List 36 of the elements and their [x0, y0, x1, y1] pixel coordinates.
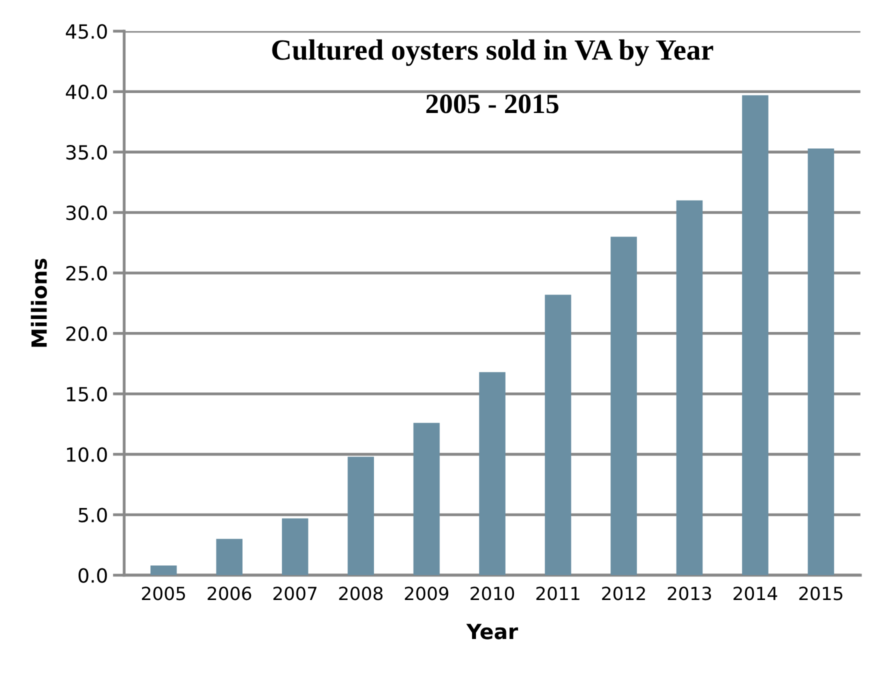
y-axis-title: Millions	[30, 258, 47, 347]
bar	[348, 456, 374, 576]
y-tick-label: 10.0	[67, 447, 107, 462]
x-tick-label: 2011	[536, 586, 580, 600]
text: 2005 - 2015	[426, 94, 558, 114]
y-tick-label: 15.0	[67, 386, 107, 402]
bar	[676, 200, 703, 576]
x-axis-title: Year	[466, 624, 518, 640]
y-tick-label: 40.0	[66, 84, 107, 100]
chart-title: Cultured oysters sold in VA by Year	[272, 39, 714, 66]
bar	[216, 538, 242, 576]
y-tick-label: 25.0	[66, 266, 107, 281]
bar	[479, 372, 506, 576]
x-tick-label: 2012	[602, 586, 645, 600]
x-tick-label: 2007	[273, 586, 317, 600]
x-tick-label: 2008	[339, 586, 383, 600]
bar	[808, 148, 834, 576]
bar	[282, 518, 308, 576]
bar	[610, 236, 637, 576]
x-tick-label: 2014	[734, 586, 778, 600]
y-tick-label: 5.0	[78, 508, 107, 522]
bar	[742, 95, 768, 576]
y-tick-label: 30.0	[66, 205, 107, 220]
bar	[544, 294, 572, 576]
x-tick-label: 2005	[142, 586, 186, 600]
bar	[150, 566, 177, 576]
bar	[413, 422, 440, 576]
x-tick-label: 2006	[208, 586, 252, 600]
x-tick-label: 2009	[404, 586, 448, 600]
x-tick-label: 2015	[799, 586, 842, 600]
y-tick-label: 45.0	[66, 24, 107, 39]
y-tick-label: 35.0	[66, 145, 107, 160]
y-tick-label: 0.0	[78, 568, 107, 583]
x-tick-label: 2010	[470, 586, 514, 600]
y-tick-label: 20.0	[66, 326, 107, 342]
x-tick-label: 2013	[668, 586, 712, 600]
